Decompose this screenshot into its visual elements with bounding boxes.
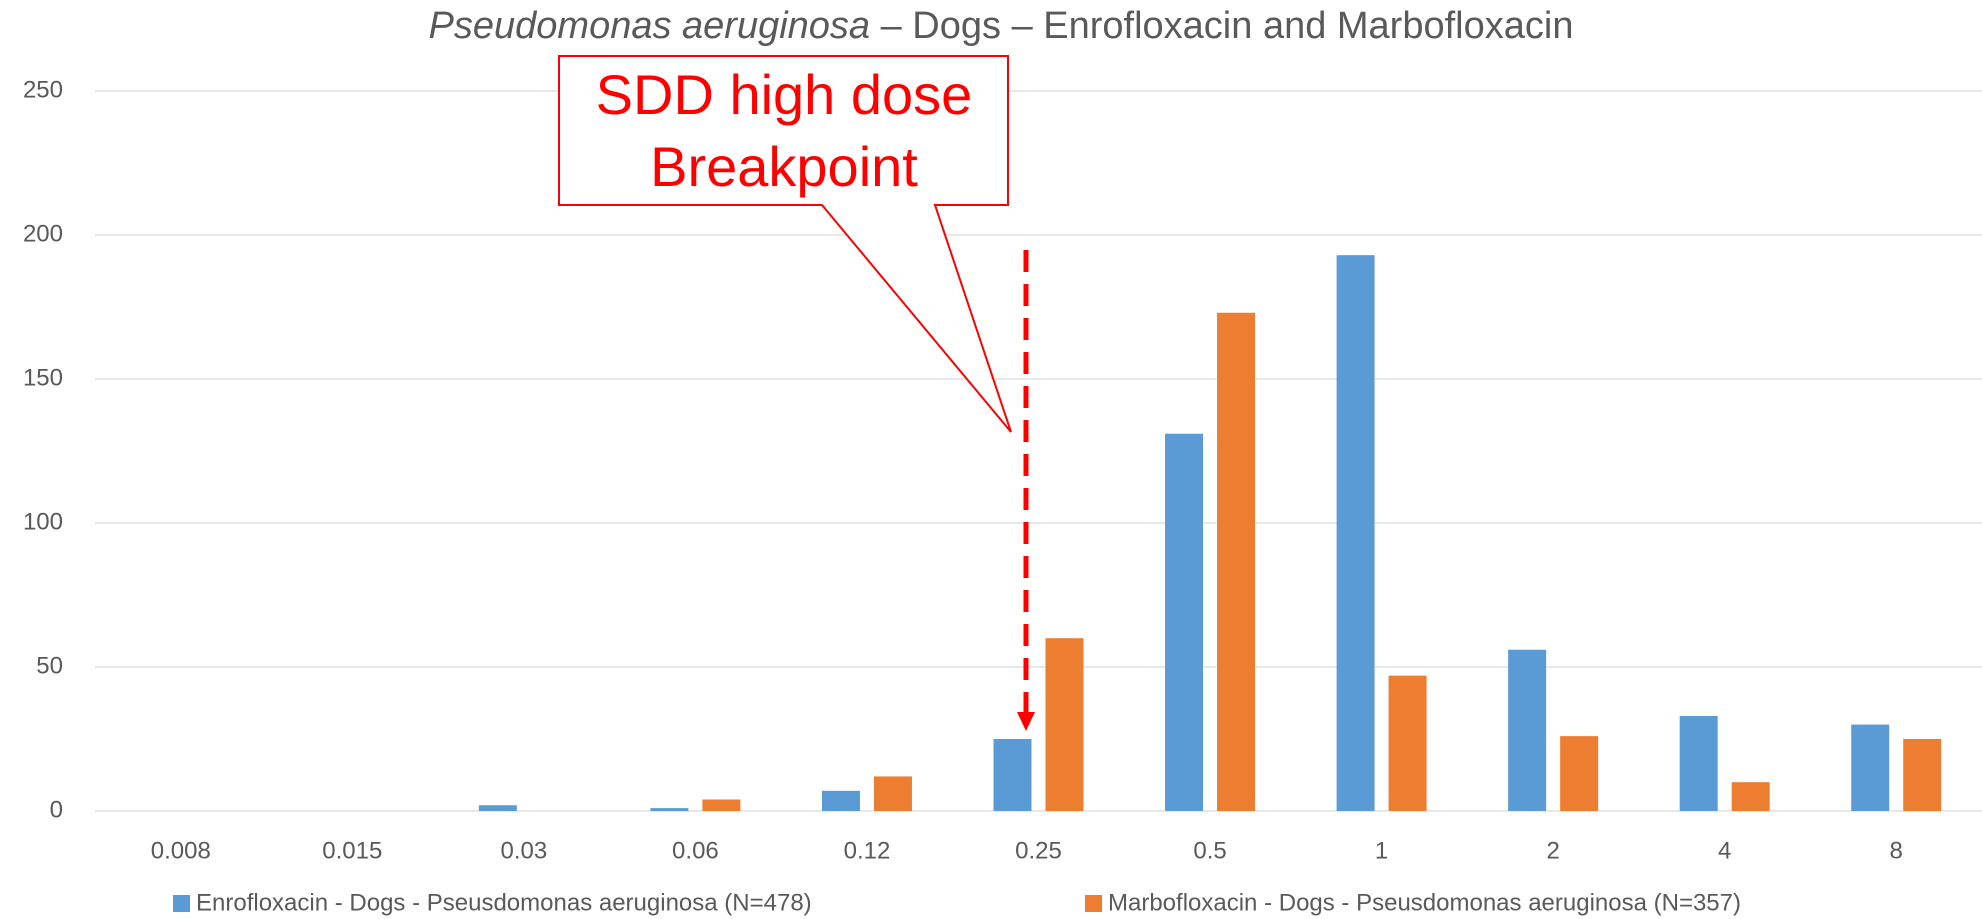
bar	[1045, 638, 1084, 811]
bar	[1165, 433, 1204, 811]
bar	[993, 739, 1032, 811]
bar	[1560, 736, 1599, 811]
bar	[478, 805, 517, 811]
chart-title: Pseudomonas aeruginosa – Dogs – Enroflox…	[429, 5, 1574, 47]
legend-swatch	[1085, 895, 1102, 912]
bar	[1217, 312, 1256, 811]
bar	[1336, 255, 1375, 811]
y-tick-label: 0	[50, 796, 63, 823]
x-tick-label: 2	[1546, 837, 1559, 864]
bar	[1903, 739, 1942, 811]
x-tick-label: 4	[1718, 837, 1731, 864]
y-tick-label: 250	[23, 76, 63, 103]
x-tick-label: 0.12	[844, 837, 891, 864]
legend-swatch	[173, 895, 190, 912]
x-tick-label: 0.5	[1193, 837, 1226, 864]
x-tick-label: 0.06	[672, 837, 719, 864]
bar	[702, 799, 741, 811]
bar	[821, 790, 860, 811]
bar	[650, 808, 689, 811]
callout-box	[558, 55, 1012, 433]
bar	[1851, 724, 1890, 811]
x-tick-label: 0.03	[501, 837, 548, 864]
bar	[1388, 675, 1427, 811]
bar	[1508, 649, 1547, 811]
legend-label: Marbofloxacin - Dogs - Pseusdomonas aeru…	[1108, 889, 1741, 916]
x-tick-label: 0.008	[151, 837, 211, 864]
y-tick-label: 150	[23, 364, 63, 391]
title-rest: – Dogs – Enrofloxacin and Marbofloxacin	[870, 5, 1573, 47]
bar	[873, 776, 912, 811]
annotation-text: Breakpoint	[650, 135, 918, 198]
x-tick-label: 0.25	[1015, 837, 1062, 864]
x-tick-label: 8	[1890, 837, 1903, 864]
x-tick-label: 0.015	[322, 837, 382, 864]
annotation-text: SDD high dose	[596, 63, 973, 126]
bar	[1731, 782, 1770, 811]
x-tick-label: 1	[1375, 837, 1388, 864]
title-italic: Pseudomonas aeruginosa	[429, 5, 871, 47]
y-tick-label: 200	[23, 220, 63, 247]
arrow-head	[1017, 712, 1035, 731]
y-tick-label: 50	[36, 652, 63, 679]
legend-label: Enrofloxacin - Dogs - Pseusdomonas aerug…	[196, 889, 812, 916]
bar	[1679, 715, 1718, 811]
y-tick-label: 100	[23, 508, 63, 535]
